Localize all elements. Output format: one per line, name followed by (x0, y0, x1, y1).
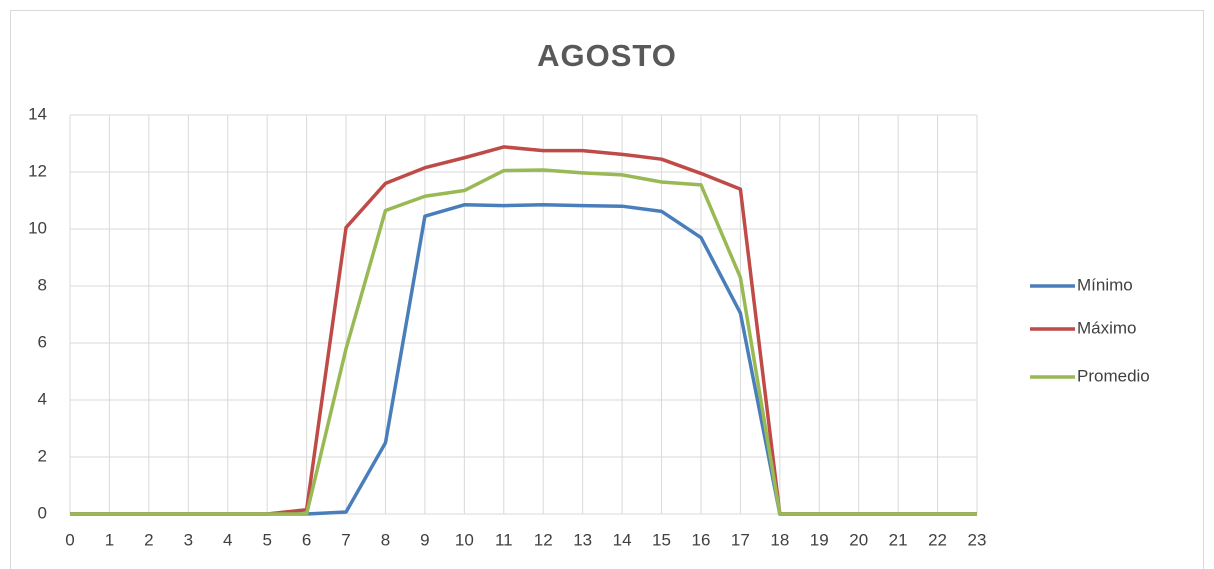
legend-label: Máximo (1077, 318, 1137, 337)
x-tick-label: 9 (420, 530, 429, 549)
x-tick-label: 20 (849, 530, 868, 549)
chart-frame (10, 10, 1204, 569)
x-tick-label: 8 (381, 530, 390, 549)
y-tick-label: 8 (38, 275, 47, 294)
x-tick-label: 1 (105, 530, 114, 549)
y-tick-label: 12 (28, 161, 47, 180)
y-tick-label: 0 (38, 503, 47, 522)
legend-label: Mínimo (1077, 275, 1133, 294)
x-tick-label: 16 (691, 530, 710, 549)
x-tick-label: 17 (731, 530, 750, 549)
y-tick-label: 10 (28, 218, 47, 237)
x-tick-label: 11 (495, 530, 513, 549)
x-tick-label: 12 (534, 530, 553, 549)
x-tick-label: 10 (455, 530, 474, 549)
x-tick-label: 13 (573, 530, 592, 549)
y-tick-label: 2 (38, 446, 47, 465)
x-tick-label: 21 (889, 530, 908, 549)
x-tick-label: 23 (968, 530, 987, 549)
x-tick-label: 19 (810, 530, 829, 549)
chart-title: AGOSTO (537, 38, 677, 73)
y-tick-label: 4 (38, 389, 47, 408)
x-tick-label: 4 (223, 530, 232, 549)
x-tick-label: 6 (302, 530, 311, 549)
x-tick-label: 7 (341, 530, 350, 549)
x-tick-label: 18 (770, 530, 789, 549)
x-tick-label: 14 (613, 530, 632, 549)
legend-label: Promedio (1077, 366, 1150, 385)
series-line (70, 168, 977, 516)
x-tick-label: 3 (184, 530, 193, 549)
x-tick-label: 0 (65, 530, 74, 549)
x-tick-label: 2 (144, 530, 153, 549)
y-tick-label: 6 (38, 332, 47, 351)
x-tick-label: 5 (262, 530, 271, 549)
y-tick-label: 14 (28, 104, 47, 123)
x-tick-label: 15 (652, 530, 671, 549)
x-tick-label: 22 (928, 530, 947, 549)
